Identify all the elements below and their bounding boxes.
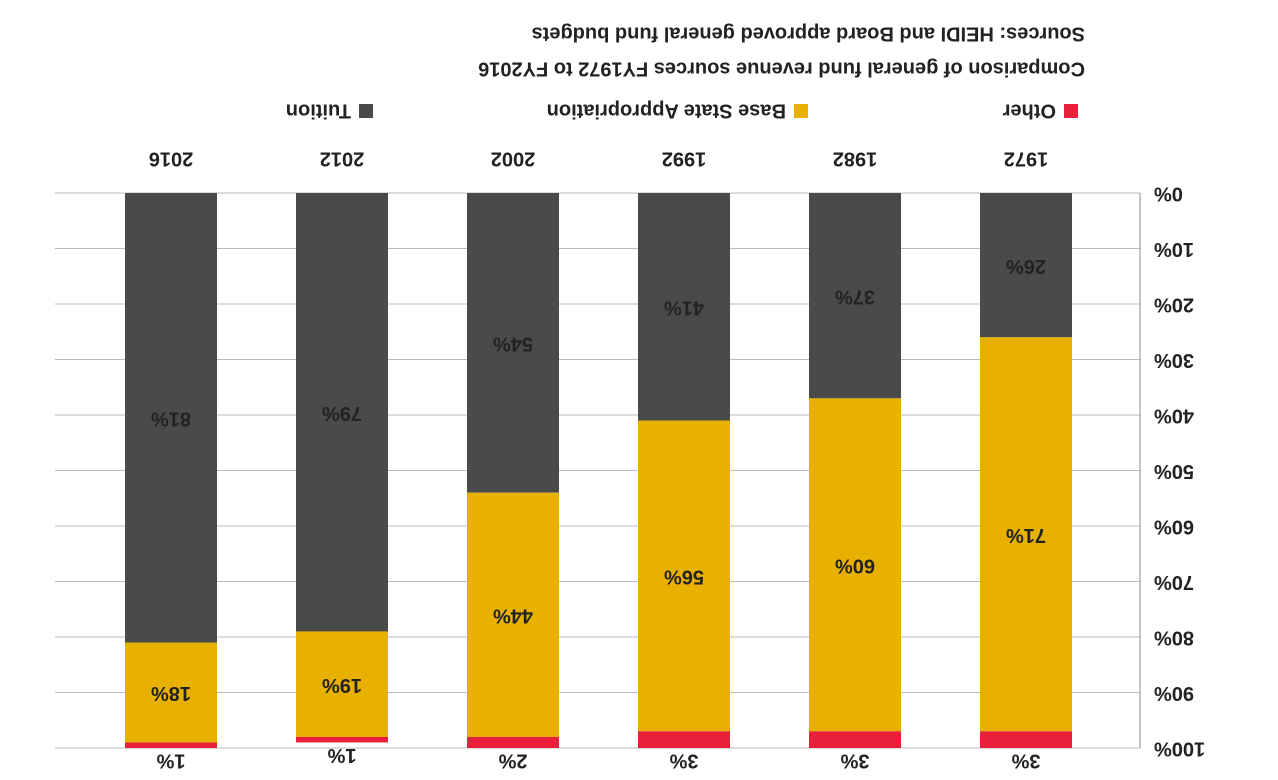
data-label: 56% — [664, 566, 704, 588]
bar-segment — [296, 736, 388, 743]
y-tick-label: 100% — [1154, 738, 1205, 760]
bar-segment — [125, 193, 217, 643]
bar-segment — [296, 193, 388, 632]
x-tick-label: 2012 — [320, 148, 365, 170]
chart-subtitle: Sources: HEIDI and Board approved genera… — [532, 23, 1085, 45]
y-tick-label: 10% — [1154, 238, 1194, 260]
data-label: 19% — [322, 674, 362, 696]
y-tick-label: 40% — [1154, 405, 1194, 427]
x-tick-label: 1982 — [833, 148, 878, 170]
y-tick-label: 60% — [1154, 516, 1194, 538]
x-tick-label: 1972 — [1004, 148, 1049, 170]
bar-segment — [467, 736, 559, 748]
data-label: 2% — [498, 750, 527, 772]
bar-segment — [638, 420, 730, 732]
data-label: 26% — [1006, 255, 1046, 277]
y-tick-label: 90% — [1154, 682, 1194, 704]
bar-segment — [296, 631, 388, 737]
bar-segment — [125, 642, 217, 743]
bar-segment — [809, 193, 901, 399]
legend-swatch — [794, 104, 808, 118]
data-label: 3% — [669, 750, 698, 772]
data-label: 18% — [151, 682, 191, 704]
data-label: 41% — [664, 296, 704, 318]
data-label: 1% — [156, 750, 185, 772]
x-tick-label: 2002 — [491, 148, 536, 170]
data-label: 3% — [1011, 750, 1040, 772]
data-label: 54% — [493, 333, 533, 355]
y-tick-label: 30% — [1154, 349, 1194, 371]
y-tick-label: 0% — [1154, 183, 1183, 205]
bar-segment — [980, 731, 1072, 748]
legend-label: Base State Appropriation — [547, 100, 786, 122]
y-tick-label: 80% — [1154, 627, 1194, 649]
data-label: 71% — [1006, 524, 1046, 546]
x-tick-label: 2016 — [149, 148, 194, 170]
bar-segment — [980, 337, 1072, 732]
y-tick-label: 70% — [1154, 571, 1194, 593]
data-label: 1% — [327, 744, 356, 766]
data-label: 3% — [840, 750, 869, 772]
bar-segment — [980, 193, 1072, 338]
bar-segment — [638, 731, 730, 748]
bar-segment — [809, 398, 901, 732]
bar-segment — [467, 193, 559, 493]
data-label: 81% — [151, 407, 191, 429]
chart-title: Comparison of general fund revenue sourc… — [478, 58, 1085, 80]
bar-segment — [809, 731, 901, 748]
data-label: 60% — [835, 555, 875, 577]
legend-swatch — [1064, 104, 1078, 118]
y-tick-label: 50% — [1154, 460, 1194, 482]
legend-swatch — [359, 104, 373, 118]
legend-label: Other — [1002, 100, 1056, 122]
bar-segment — [638, 193, 730, 421]
data-label: 79% — [322, 402, 362, 424]
data-label: 44% — [493, 605, 533, 627]
data-label: 37% — [835, 285, 875, 307]
y-tick-label: 20% — [1154, 294, 1194, 316]
legend-label: Tuition — [286, 100, 351, 122]
bar-segment — [125, 742, 217, 748]
bar-segment — [467, 492, 559, 737]
x-tick-label: 1992 — [662, 148, 707, 170]
